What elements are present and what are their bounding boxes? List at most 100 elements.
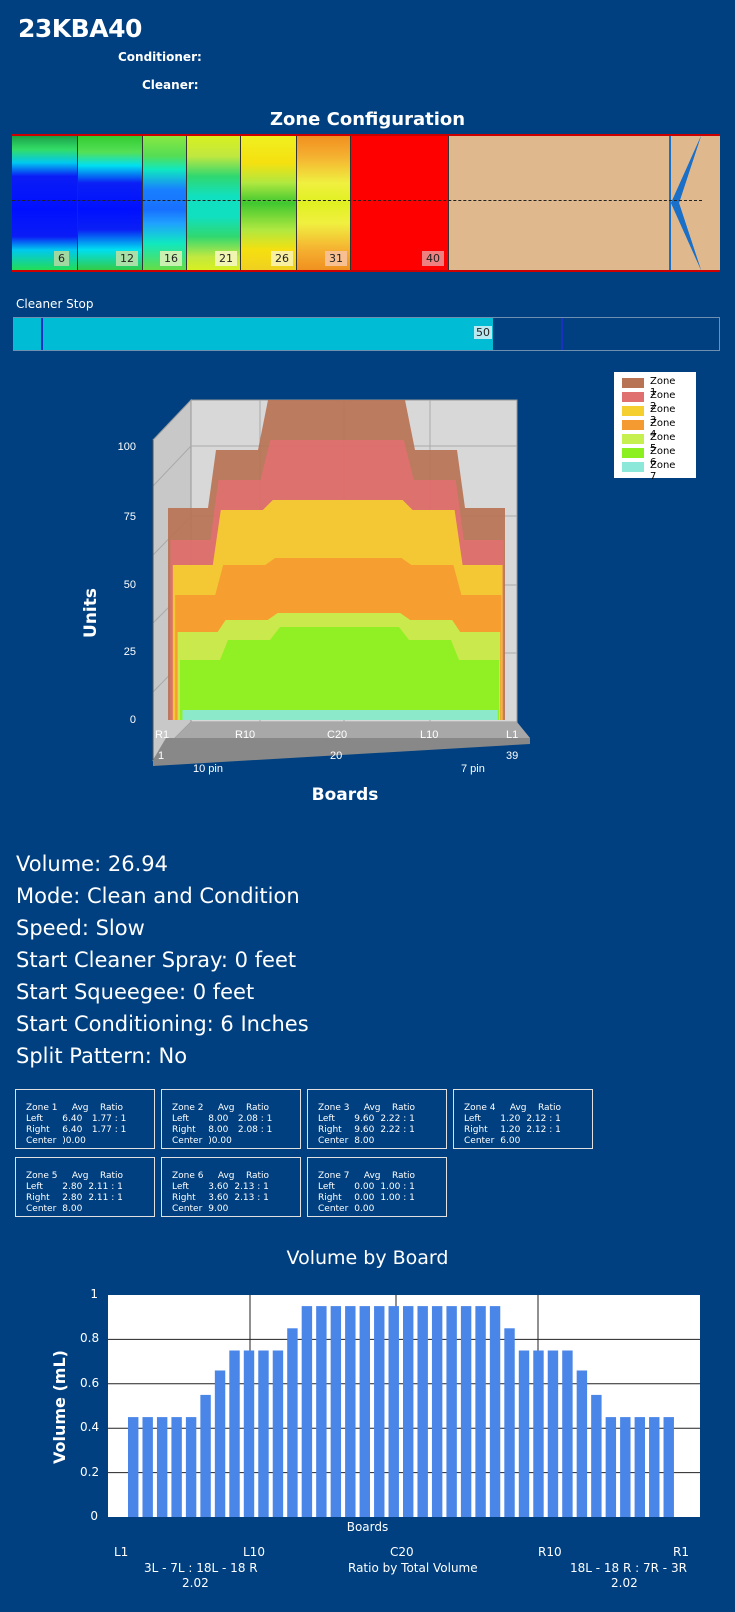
volume-y-tick: 0	[90, 1509, 98, 1523]
cleaner-spray-text: Start Cleaner Spray: 0 feet	[16, 948, 297, 972]
pin-deck-icon	[671, 136, 720, 270]
volume-bar	[316, 1306, 327, 1517]
zone-end-label: 16	[160, 251, 182, 266]
x-tick: L10	[420, 729, 438, 741]
x-tick: C20	[327, 729, 347, 741]
x-number: 1	[158, 750, 164, 762]
zone-box: Zone 1 Avg Ratio Left 6.40 1.77 : 1 Right 6.4…	[15, 1089, 155, 1149]
speed-text: Speed: Slow	[16, 916, 145, 940]
volume-bar	[345, 1306, 356, 1517]
legend-swatch	[622, 462, 644, 472]
volume-bar	[200, 1394, 211, 1517]
zone-box-table: Left 3.60 2.13 : 1 Right 3.60 2.13 : 1 Center 9…	[172, 1182, 269, 1214]
volume-bar	[518, 1350, 530, 1517]
volume-bar	[446, 1306, 457, 1517]
legend-swatch	[622, 434, 644, 444]
zone-box-header: Zone 4 Avg Ratio	[464, 1103, 562, 1113]
volume-bar	[663, 1417, 674, 1517]
y-tick: 75	[124, 511, 136, 523]
conditioning-text: Start Conditioning: 6 Inches	[16, 1012, 309, 1036]
zone-box: Zone 5 Avg Ratio Left 2.80 2.11 : 1 Right 2.8…	[15, 1157, 155, 1217]
zone-end-label: 6	[54, 251, 69, 266]
zone-surfaces	[168, 400, 505, 720]
zone-box: Zone 7 Avg Ratio Left 0.00 1.00 : 1 Right 0.0…	[307, 1157, 447, 1217]
volume-bar	[229, 1350, 240, 1517]
squeegee-text: Start Squeegee: 0 feet	[16, 980, 255, 1004]
zone-divider	[296, 136, 297, 270]
volume-y-tick: 0.6	[80, 1375, 100, 1390]
volume-bar	[489, 1306, 501, 1517]
zone-box-header: Zone 7 Avg Ratio	[318, 1171, 416, 1181]
volume-x-axis-title: Boards	[346, 1520, 389, 1534]
volume-bar	[562, 1350, 573, 1517]
legend-swatch	[622, 448, 644, 458]
y-tick: 0	[130, 714, 136, 726]
x-number: 20	[330, 750, 342, 762]
volume-bar	[547, 1350, 559, 1517]
zone-end-label: 31	[325, 251, 347, 266]
volume-y-axis-title: Volume (mL)	[50, 1350, 69, 1464]
volume-bar	[287, 1328, 298, 1517]
zone-box-header: Zone 6 Avg Ratio	[172, 1171, 270, 1181]
volume-bar	[620, 1417, 631, 1517]
zone-segment-2	[78, 136, 143, 270]
volume-bar	[171, 1417, 182, 1517]
y-axis-title: Units	[81, 588, 101, 638]
y-tick: 25	[124, 646, 136, 658]
board-label: C20	[390, 1545, 414, 1559]
zone-divider	[350, 136, 351, 270]
ratio-caption: Ratio by Total Volume	[348, 1561, 478, 1575]
volume-bar	[417, 1306, 428, 1517]
volume-chart-title: Volume by Board	[286, 1247, 449, 1269]
zone-surface-6	[180, 627, 499, 720]
x-axis-title: Boards	[312, 785, 379, 805]
legend-swatch	[622, 392, 644, 402]
volume-bar	[634, 1417, 645, 1517]
zone-surface-7	[182, 710, 498, 720]
zone-segment-5	[241, 136, 297, 270]
left-ratio-label: 3L - 7L : 18L - 18 R	[144, 1561, 258, 1575]
zone-box-header: Zone 3 Avg Ratio	[318, 1103, 416, 1113]
zone-configuration-bar: 6 12 16 21 26 31 40	[12, 134, 720, 272]
volume-bar	[504, 1328, 515, 1517]
left-ratio-value: 2.02	[182, 1576, 209, 1590]
cleaner-label: Cleaner:	[142, 78, 199, 92]
volume-bar	[533, 1350, 544, 1517]
zone-segment-3	[143, 136, 187, 270]
zone-segment-1	[12, 136, 78, 270]
zone-box: Zone 4 Avg Ratio Left 1.20 2.12 : 1 Right 1.2…	[453, 1089, 593, 1149]
cleaner-stop-label: Cleaner Stop	[16, 297, 94, 311]
x-tick: L1	[506, 729, 518, 741]
zone-segment-4	[187, 136, 241, 270]
zone-divider	[448, 136, 449, 270]
zone-end-label: 21	[215, 251, 237, 266]
legend-swatch	[622, 420, 644, 430]
zone-box-table: Left 6.40 1.77 : 1 Right 6.40 1.77 : 1 Center)…	[26, 1114, 127, 1146]
zone-box-table: Left 1.20 2.12 : 1 Right 1.20 2.12 : 1 Center 6…	[464, 1114, 561, 1146]
volume-text: Volume: 26.94	[16, 852, 168, 876]
right-ratio-value: 2.02	[611, 1576, 638, 1590]
zone-box: Zone 6 Avg Ratio Left 3.60 2.13 : 1 Right 3.6…	[161, 1157, 301, 1217]
volume-bar-plot	[108, 1295, 700, 1517]
mode-text: Mode: Clean and Condition	[16, 884, 300, 908]
right-ratio-label: 18L - 18 R : 7R - 3R	[570, 1561, 687, 1575]
center-line	[12, 200, 702, 201]
x-tick: R1	[155, 729, 169, 741]
volume-bar	[258, 1350, 269, 1517]
zone-configuration-title: Zone Configuration	[269, 109, 466, 130]
cleaner-marker	[41, 318, 43, 350]
pin-right-label: 7 pin	[461, 763, 485, 775]
volume-bar	[605, 1417, 617, 1517]
zone-box-table: Left 2.80 2.11 : 1 Right 2.80 2.11 : 1 Center 8…	[26, 1182, 123, 1214]
volume-bar	[214, 1370, 226, 1517]
legend-swatch	[622, 378, 644, 388]
zone-divider	[186, 136, 187, 270]
zone-box-table: Left 9.60 2.22 : 1 Right 9.60 2.22 : 1 Center 8…	[318, 1114, 415, 1146]
board-label: L10	[243, 1545, 265, 1559]
legend-swatch	[622, 406, 644, 416]
volume-bar	[403, 1306, 414, 1517]
zone-box-header: Zone 1 Avg Ratio	[26, 1103, 124, 1113]
zone-divider	[240, 136, 241, 270]
volume-bar	[388, 1306, 399, 1517]
zone-segment-6	[297, 136, 351, 270]
